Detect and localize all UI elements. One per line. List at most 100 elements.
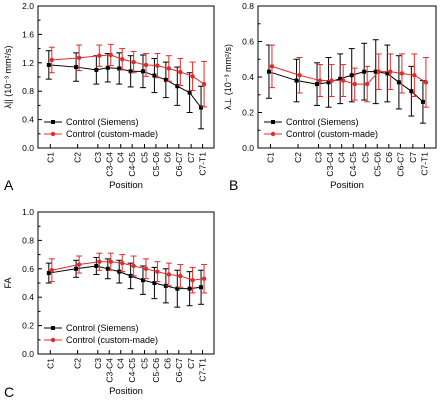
data-point [187,90,192,95]
legend-entry: Control (custom-made) [66,129,158,139]
x-tick-label: C5 [139,152,149,163]
data-point [423,80,429,85]
data-point [108,52,113,58]
chart-panel-b: 0.0 0.2 0.4 0.6 0.8 C1 C2 C3 C3-C4 C4 C4-C5 C5 C5-C6… [223,1,437,193]
data-point [326,80,331,85]
data-point [409,89,414,94]
x-tick-label: C6 [384,152,394,163]
x-tick-label: C3 [93,152,103,163]
data-point [187,286,192,291]
data-point [94,263,99,268]
x-tick-label: C1 [45,152,55,163]
data-point [294,78,299,83]
data-point [338,76,343,81]
data-point [201,276,207,281]
data-point [140,69,145,74]
x-tick-label: C4 [337,152,347,163]
data-point [152,281,157,285]
data-point [131,59,136,65]
x-tick-label: C6-C7 [174,152,184,177]
data-point [105,65,110,70]
legend-entry: Control (Siemens) [66,323,139,333]
series-custom-made [268,44,429,108]
data-point [166,66,172,71]
y-tick-label: 0.8 [22,235,34,245]
x-tick-label: C7-T1 [419,152,429,176]
x-tick-label: C5-C6 [372,152,382,177]
x-tick-label: C3-C4 [325,152,335,177]
data-point [199,105,204,110]
data-point [108,259,113,264]
y-tick-label: 1.6 [22,29,34,39]
data-point [97,259,102,264]
data-point [76,55,82,61]
data-point [140,278,145,283]
data-point [269,64,275,69]
panel-letter: B [229,177,238,193]
y-tick-label: 0.6 [22,264,34,274]
data-point [143,62,149,68]
y-axis-label: FA [3,277,13,288]
data-point [175,286,180,291]
x-axis-label: Position [109,180,143,191]
data-point [120,57,125,62]
series-line [48,265,202,290]
y-axis-label: λ⊥ (10⁻³ mm²/s) [223,44,233,110]
y-tick-label: 0.0 [242,143,254,153]
x-tick-label: C1 [45,358,55,369]
data-point [317,78,323,83]
series-custom-made [48,43,208,108]
x-tick-label: C5-C6 [151,152,161,177]
x-tick-label: C1 [265,152,275,163]
data-point [163,77,168,82]
series-line [48,64,202,108]
data-point [362,69,367,74]
data-point [49,57,55,63]
data-point [190,74,195,79]
y-tick-label: 1.0 [22,207,34,217]
data-point [373,69,378,74]
data-point [388,69,393,74]
x-tick-label: C4-C5 [348,152,358,177]
data-point [128,69,133,74]
data-point [120,260,125,266]
x-tick-label: C4-C5 [127,358,137,383]
y-tick-label: 1.2 [22,58,34,68]
chart-panel-a: 0.0 0.4 0.8 1.2 1.6 2.0 C1 C2 C3 C3-C4 C4 C4-C5 C5 C5… [3,1,215,193]
legend-marker [51,326,55,330]
legend-entry: Control (custom-made) [66,335,158,345]
data-point [155,269,160,274]
x-tick-label: C5 [139,358,149,369]
data-point [74,266,79,271]
data-point [297,73,302,78]
y-tick-label: 0.6 [242,37,254,47]
panel-letter: A [4,177,14,193]
series-custom-made [48,252,208,294]
legend: Control (Siemens) Control (custom-made) [44,323,158,345]
x-tick-label: C3-C4 [104,358,114,383]
data-point [420,99,425,104]
data-point [46,62,51,67]
data-point [352,81,357,87]
legend-entry: Control (Siemens) [66,117,139,127]
x-tick-label: C4 [116,152,126,163]
y-tick-label: 0.8 [22,86,34,96]
data-point [117,66,122,71]
x-tick-label: C3 [314,152,324,163]
x-tick-label: C7 [186,152,196,163]
x-tick-label: C2 [73,358,83,369]
data-point [396,80,401,85]
x-tick-label: C4 [116,358,126,369]
y-tick-label: 0.2 [242,108,254,118]
data-point [201,81,207,87]
x-tick-label: C6 [162,152,172,163]
data-point [329,78,334,83]
chart-panel-c: 0.0 0.2 0.4 0.6 0.8 1.0 C1 C2 C3 C3-C4 C4 C4-C5 C5 C5… [3,207,215,400]
legend-marker [51,120,55,124]
series-line [268,71,424,103]
data-point [46,271,51,276]
x-tick-label: C3-C4 [104,152,114,177]
series-siemens [265,39,426,124]
legend-entry: Control (Siemens) [286,117,359,127]
y-tick-label: 0.4 [22,292,34,302]
